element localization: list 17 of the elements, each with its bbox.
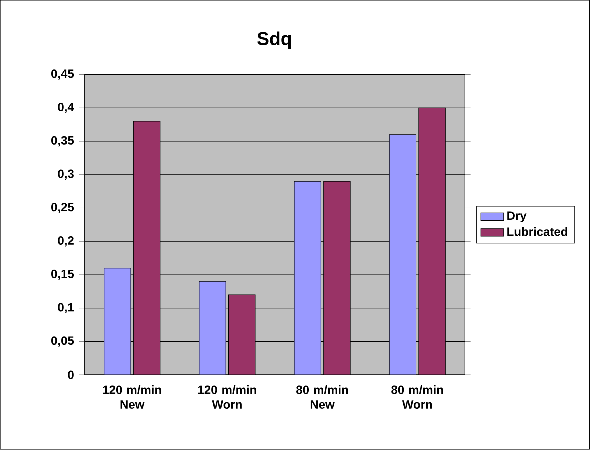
x-tick-label: 80 m/min New xyxy=(296,386,348,410)
y-tick-label: 0,35 xyxy=(52,136,74,147)
y-tick-label: 0,3 xyxy=(58,170,74,180)
y-tick-label: 0,25 xyxy=(52,203,74,214)
y-tick-label: 0,45 xyxy=(52,70,74,80)
x-tick-label: 80 m/min Worn xyxy=(392,386,444,410)
x-tick-label: 120 m/min New xyxy=(103,386,162,410)
y-tick-label: 0,4 xyxy=(58,103,74,114)
y-tick-label: 0 xyxy=(68,370,74,380)
legend-label: Lubricated xyxy=(508,227,568,236)
x-tick-label: 120 m/min Worn xyxy=(198,386,256,410)
y-tick-label: 0,05 xyxy=(52,336,74,347)
chart-title: Sdq xyxy=(258,32,292,50)
y-tick-label: 0,2 xyxy=(58,236,74,247)
legend-label: Dry xyxy=(508,212,527,223)
y-tick-label: 0,1 xyxy=(58,303,74,314)
y-tick-label: 0,15 xyxy=(52,270,74,280)
